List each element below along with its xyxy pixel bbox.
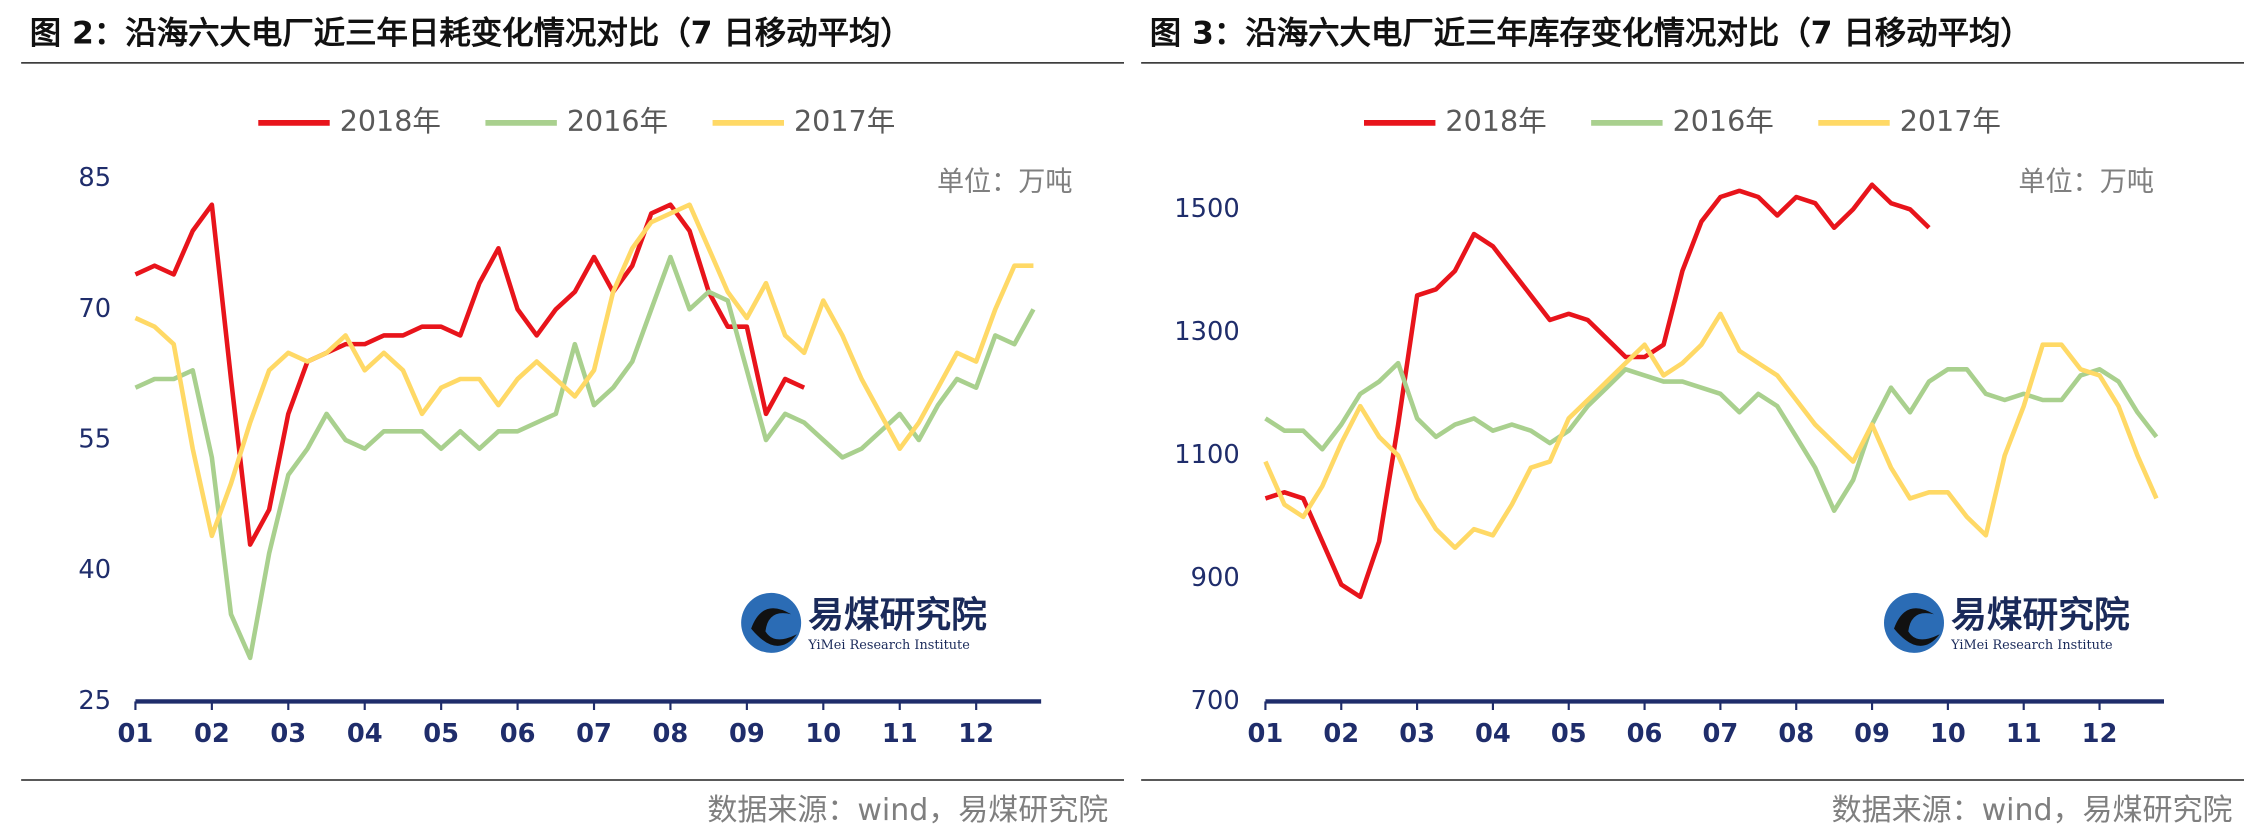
y-tick-label: 700: [1191, 686, 1240, 716]
source-label: 数据来源：wind，易煤研究院: [1832, 793, 2233, 828]
x-tick-label: 04: [347, 719, 383, 749]
x-tick-label: 09: [1854, 719, 1890, 749]
y-tick-label: 70: [78, 294, 111, 324]
x-tick-label: 03: [270, 719, 306, 749]
watermark-subtitle: YiMei Research Institute: [807, 638, 970, 653]
logo-circle: [741, 592, 802, 653]
x-tick-label: 12: [958, 719, 994, 749]
x-tick-label: 05: [1551, 719, 1587, 749]
x-tick-label: 10: [805, 719, 841, 749]
x-tick-label: 08: [1778, 719, 1814, 749]
x-tick-label: 04: [1475, 719, 1511, 749]
y-tick-label: 55: [78, 425, 111, 455]
series-line: [1263, 311, 2159, 550]
x-tick-label: 06: [500, 719, 536, 749]
logo-circle: [1884, 592, 1944, 653]
y-tick-label: 85: [78, 163, 111, 193]
chart-title: 图 2：沿海六大电厂近三年日耗变化情况对比（7 日移动平均）: [30, 14, 912, 51]
series-line: [134, 202, 806, 547]
legend-label: 2016年: [1673, 104, 1774, 138]
source-label: 数据来源：wind，易煤研究院: [707, 793, 1108, 828]
x-tick-label: 02: [194, 719, 230, 749]
watermark-text: 易煤研究院: [808, 595, 987, 636]
x-tick-label: 07: [1703, 719, 1739, 749]
x-tick-label: 06: [1627, 719, 1663, 749]
y-tick-label: 25: [78, 686, 111, 716]
y-tick-label: 900: [1191, 563, 1240, 593]
series-line: [1264, 182, 1931, 600]
x-tick-label: 01: [118, 719, 154, 749]
x-tick-label: 12: [2082, 719, 2118, 749]
unit-label: 单位：万吨: [937, 166, 1073, 197]
x-tick-label: 07: [576, 719, 612, 749]
x-tick-label: 08: [653, 719, 689, 749]
legend-label: 2018年: [340, 104, 441, 138]
x-tick-label: 11: [2006, 719, 2042, 749]
series-line: [134, 254, 1036, 661]
legend-label: 2018年: [1445, 104, 1546, 138]
y-tick-label: 40: [78, 555, 111, 585]
logo-swirl: [751, 608, 797, 646]
x-tick-label: 01: [1248, 719, 1284, 749]
legend-label: 2016年: [567, 104, 668, 138]
logo-swirl: [1894, 608, 1940, 646]
x-tick-label: 03: [1399, 719, 1435, 749]
unit-label: 单位：万吨: [2018, 166, 2154, 197]
series-line: [134, 202, 1034, 539]
watermark-text: 易煤研究院: [1951, 595, 2130, 636]
x-tick-label: 09: [729, 719, 765, 749]
x-tick-label: 05: [423, 719, 459, 749]
y-tick-label: 1100: [1174, 440, 1239, 470]
legend-label: 2017年: [794, 104, 895, 138]
watermark-subtitle: YiMei Research Institute: [1950, 638, 2113, 653]
y-tick-label: 1300: [1174, 317, 1239, 347]
x-tick-label: 02: [1323, 719, 1359, 749]
series-line: [1264, 360, 2159, 513]
chart-title: 图 3：沿海六大电厂近三年库存变化情况对比（7 日移动平均）: [1150, 14, 2032, 51]
y-tick-label: 1500: [1174, 194, 1239, 224]
legend-label: 2017年: [1900, 104, 2001, 138]
x-tick-label: 10: [1930, 719, 1966, 749]
x-tick-label: 11: [882, 719, 918, 749]
